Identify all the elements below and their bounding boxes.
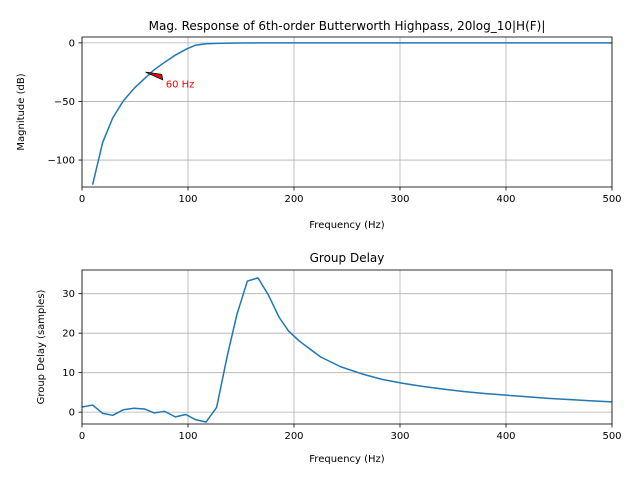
group-delay-x-tick-label: 0 [79, 431, 85, 442]
group-delay-y-axis-label: Group Delay (samples) [36, 289, 47, 404]
magnitude-series-line [91, 42, 612, 185]
magnitude-x-tick-label: 0 [79, 194, 85, 205]
annotation-label: 60 Hz [166, 79, 195, 90]
group-delay-y-tick-label: 30 [62, 289, 75, 300]
magnitude-x-tick-label: 300 [390, 194, 409, 205]
magnitude-axes-frame [81, 36, 613, 188]
group-delay-y-tick-label: 10 [62, 368, 75, 379]
group-delay-series-line [82, 277, 612, 423]
magnitude-response-plot: Mag. Response of 6th-order Butterworth H… [16, 19, 622, 231]
group-delay-y-tick-label: 0 [69, 408, 75, 419]
group-delay-x-axis-label: Frequency (Hz) [309, 454, 385, 465]
magnitude-x-axis-label: Frequency (Hz) [309, 220, 385, 231]
group-delay-x-tick-label: 300 [390, 431, 409, 442]
magnitude-y-tick-label: −50 [54, 97, 75, 108]
magnitude-y-tick-label: 0 [69, 38, 75, 49]
magnitude-x-tick-label: 500 [602, 194, 621, 205]
magnitude-y-tick-label: −100 [48, 156, 75, 167]
group-delay-x-tick-label: 400 [496, 431, 515, 442]
magnitude-plot-title: Mag. Response of 6th-order Butterworth H… [149, 19, 546, 33]
group-delay-x-tick-label: 200 [284, 431, 303, 442]
group-delay-plot: Group Delay Frequency (Hz) Group Delay (… [36, 251, 622, 465]
magnitude-x-tick-label: 200 [284, 194, 303, 205]
magnitude-x-tick-label: 400 [496, 194, 515, 205]
group-delay-y-tick-label: 20 [62, 329, 75, 340]
magnitude-x-tick-label: 100 [178, 194, 197, 205]
group-delay-x-tick-label: 500 [602, 431, 621, 442]
group-delay-plot-title: Group Delay [310, 251, 385, 265]
magnitude-y-axis-label: Magnitude (dB) [16, 73, 27, 150]
annotation-arrow [145, 71, 164, 81]
group-delay-axes-frame [81, 269, 613, 425]
group-delay-x-tick-label: 100 [178, 431, 197, 442]
